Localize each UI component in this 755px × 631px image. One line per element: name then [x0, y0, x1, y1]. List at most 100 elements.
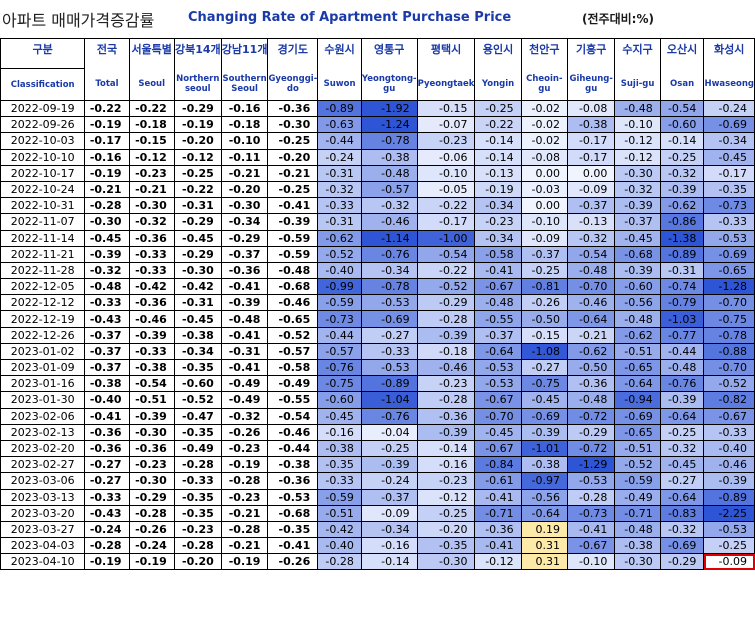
value-cell: -0.32: [659, 520, 705, 539]
column-header-kr: 강남11개: [220, 38, 269, 69]
column-header-en: Osan: [659, 68, 705, 101]
column-header-kr: 구분: [0, 38, 86, 69]
value-cell: -0.28: [173, 456, 222, 474]
value-cell: -0.37: [566, 197, 616, 215]
value-cell: -0.30: [84, 213, 130, 231]
value-cell: -0.32: [566, 229, 616, 247]
data-table-container: 구분 전국 서울특별 강북14개 강남11개 경기도 수원시 영통구 평택시 용인시 천안구 기흥구 수…: [0, 38, 755, 571]
column-header-en: Southern Seoul: [220, 68, 269, 101]
value-cell: -0.39: [267, 213, 319, 231]
value-cell: -0.48: [566, 261, 616, 280]
value-cell: -0.34: [173, 342, 222, 361]
value-cell: -0.10: [566, 553, 616, 571]
value-cell: -0.52: [317, 245, 362, 263]
value-cell: -0.89: [659, 245, 705, 263]
value-cell: -0.29: [220, 229, 269, 247]
table-row: 2022-12-19 -0.43 -0.46 -0.45 -0.48 -0.65 -0.73…: [0, 310, 755, 328]
value-cell: -0.78: [703, 326, 755, 344]
column-header-en: Classification: [0, 68, 86, 101]
column-header-kr: 오산시: [659, 38, 705, 69]
value-cell: -0.46: [703, 456, 755, 474]
value-cell: -0.32: [317, 180, 362, 199]
value-cell: -0.05: [416, 180, 476, 199]
value-cell: -0.41: [267, 537, 319, 555]
value-cell: -0.70: [703, 294, 755, 312]
value-cell: -0.69: [520, 407, 568, 425]
column-header-kr: 수지구: [614, 38, 661, 69]
value-cell: -0.69: [703, 245, 755, 263]
value-cell: -0.30: [267, 116, 319, 134]
value-cell: -0.47: [173, 407, 222, 425]
value-cell: -0.45: [703, 148, 755, 166]
value-cell: -0.86: [659, 213, 705, 231]
value-cell: -0.45: [614, 229, 661, 247]
value-cell: -0.63: [317, 116, 362, 134]
value-cell: -0.54: [128, 375, 175, 393]
value-cell: -0.22: [416, 261, 476, 280]
table-row: 2022-10-10 -0.16 -0.12 -0.12 -0.11 -0.20 -0.24…: [0, 148, 755, 166]
value-cell: -0.39: [360, 456, 418, 474]
value-cell: -0.79: [659, 294, 705, 312]
value-cell: -0.64: [614, 375, 661, 393]
value-cell: -0.10: [416, 164, 476, 182]
value-cell: -0.38: [566, 116, 616, 134]
row-date: 2022-10-24: [0, 180, 86, 199]
value-cell: -0.65: [614, 423, 661, 441]
value-cell: -0.52: [173, 391, 222, 409]
value-cell: -0.14: [360, 553, 418, 571]
table-row: 2022-10-31 -0.28 -0.30 -0.31 -0.30 -0.41 -0.33…: [0, 197, 755, 215]
table-row: 2023-04-03 -0.28 -0.24 -0.28 -0.21 -0.41 -0.40…: [0, 537, 755, 555]
value-cell: -0.27: [84, 472, 130, 490]
value-cell: -0.20: [416, 520, 476, 539]
value-cell: -0.29: [173, 213, 222, 231]
value-cell: -0.60: [614, 278, 661, 296]
value-cell: -0.49: [173, 439, 222, 458]
table-row: 2022-11-07 -0.30 -0.32 -0.29 -0.34 -0.39 -0.31…: [0, 213, 755, 231]
value-cell: -0.46: [360, 213, 418, 231]
value-cell: -0.36: [128, 229, 175, 247]
value-cell: -0.89: [360, 375, 418, 393]
column-header-kr: 화성시: [703, 38, 755, 69]
value-cell: -0.37: [474, 326, 522, 344]
column-header-en: Yeongtong-gu: [360, 68, 418, 101]
value-cell: -0.29: [566, 423, 616, 441]
value-cell: -0.23: [173, 520, 222, 539]
value-cell: -0.15: [416, 99, 476, 118]
column-header-kr: 용인시: [474, 38, 522, 69]
value-cell: -0.31: [220, 342, 269, 361]
value-cell: -0.33: [128, 261, 175, 280]
data-table: 구분 전국 서울특별 강북14개 강남11개 경기도 수원시 영통구 평택시 용인시 천안구 기흥구 수…: [0, 38, 755, 571]
value-cell: -0.17: [566, 132, 616, 150]
value-cell: -0.09: [566, 180, 616, 199]
table-body: 2022-09-19 -0.22 -0.22 -0.29 -0.16 -0.36 -0.89…: [0, 99, 755, 571]
value-cell: -0.14: [416, 439, 476, 458]
value-cell: -0.08: [566, 99, 616, 118]
value-cell: -0.81: [520, 278, 568, 296]
value-cell: -0.48: [614, 310, 661, 328]
value-cell: -0.17: [416, 213, 476, 231]
column-header-en: Yongin: [474, 68, 522, 101]
table-row: 2023-01-09 -0.37 -0.38 -0.35 -0.41 -0.58 -0.76…: [0, 358, 755, 377]
value-cell: -0.75: [520, 375, 568, 393]
row-date: 2022-10-17: [0, 164, 86, 182]
value-cell: -0.39: [84, 245, 130, 263]
value-cell: -0.41: [474, 537, 522, 555]
value-cell: -0.78: [360, 278, 418, 296]
row-date: 2022-10-31: [0, 197, 86, 215]
value-cell: -0.39: [520, 423, 568, 441]
value-cell: -0.41: [220, 358, 269, 377]
value-cell: -0.35: [703, 180, 755, 199]
value-cell: 0.31: [520, 553, 568, 571]
value-cell: -0.53: [360, 358, 418, 377]
value-cell: -0.50: [566, 358, 616, 377]
value-cell: -0.21: [220, 504, 269, 522]
row-date: 2023-01-30: [0, 391, 86, 409]
value-cell: -0.32: [84, 261, 130, 280]
value-cell: -0.38: [520, 456, 568, 474]
value-cell: -0.22: [84, 99, 130, 118]
value-cell: -0.48: [614, 520, 661, 539]
value-cell: -0.76: [659, 375, 705, 393]
value-cell: -0.27: [360, 326, 418, 344]
value-cell: -0.23: [416, 472, 476, 490]
value-cell: -0.54: [416, 245, 476, 263]
